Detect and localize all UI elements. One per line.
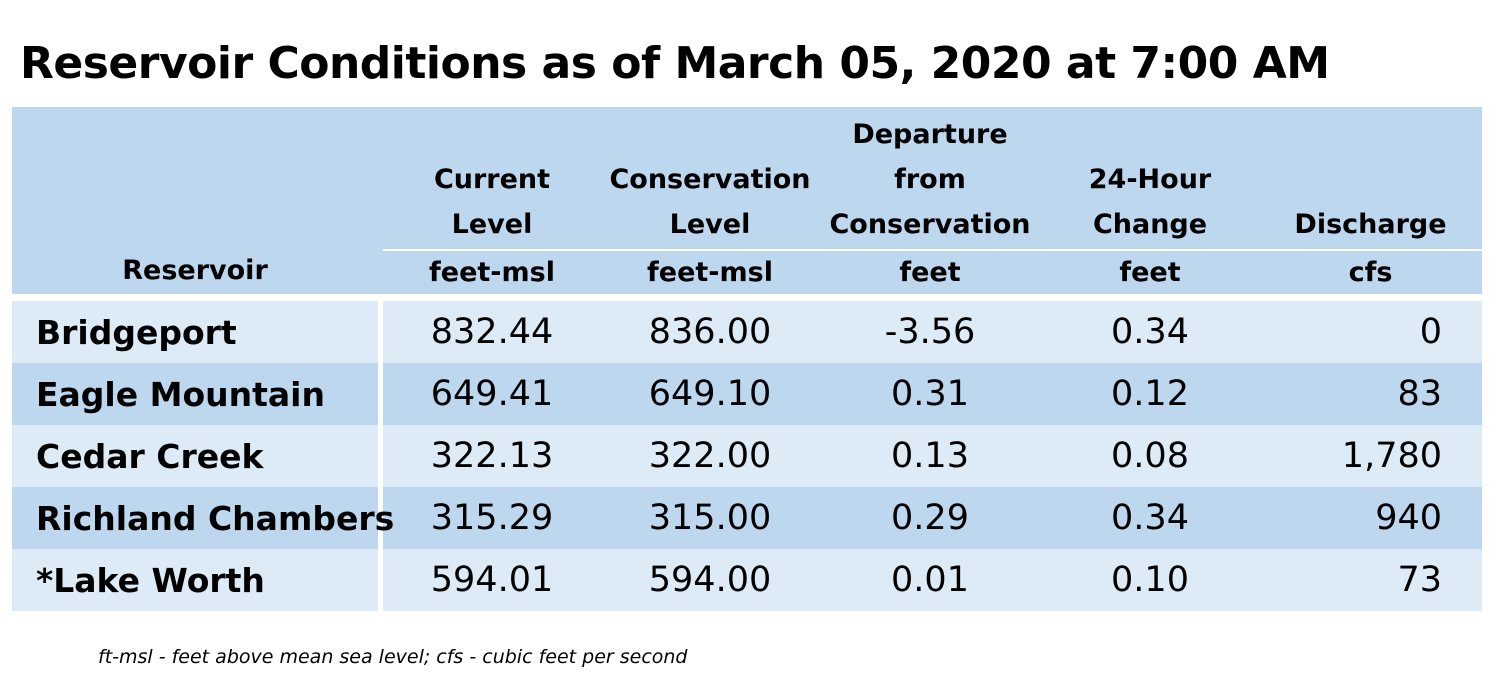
reservoir-name: Richland Chambers [12,487,394,549]
change-24h-cell: 0.12 [1041,363,1259,425]
table-row: Richland Chambers 315.29 315.00 0.29 0.3… [12,487,1482,549]
header-row-units: feet-msl feet-msl feet feet cfs [12,251,1482,294]
unit-departure: feet [819,251,1041,294]
reservoir-name: Eagle Mountain [12,363,378,425]
change-24h-cell: 0.34 [1041,487,1259,549]
column-header-24-hour-change: 24-Hour Change [1041,107,1259,249]
departure-cell: 0.29 [819,487,1041,549]
table-row: Eagle Mountain 649.41 649.10 0.31 0.12 8… [12,363,1482,425]
page-title: Reservoir Conditions as of March 05, 202… [20,38,1330,89]
header-line: Change [1092,209,1208,240]
change-24h-cell: 0.10 [1041,549,1259,611]
header-line: Current [433,164,551,195]
header-separator [378,107,383,294]
footnote: ft-msl - feet above mean sea level; cfs … [98,646,688,668]
row-separator [378,363,383,425]
header-line: Conservation [829,209,1031,240]
header-line: Conservation [609,164,811,195]
header-gap [12,294,1482,301]
header-line: 24-Hour [1088,164,1212,195]
header-divider [12,249,1482,251]
current-level-cell: 832.44 [383,301,601,363]
column-header-departure: Departure from Conservation [819,107,1041,249]
discharge-cell: 0 [1259,301,1482,363]
conservation-level-cell: 836.00 [601,301,819,363]
current-level-cell: 322.13 [383,425,601,487]
header-line: Level [669,209,751,240]
header-line: Discharge [1294,209,1447,240]
departure-cell: 0.31 [819,363,1041,425]
reservoir-name: *Lake Worth [12,549,378,611]
change-24h-cell: 0.34 [1041,301,1259,363]
row-separator [378,425,383,487]
unit-discharge: cfs [1259,251,1482,294]
discharge-cell: 83 [1259,363,1482,425]
current-level-cell: 649.41 [383,363,601,425]
conservation-level-cell: 315.00 [601,487,819,549]
reservoir-name: Cedar Creek [12,425,378,487]
reservoir-name: Bridgeport [12,301,378,363]
row-separator [378,301,383,363]
unit-current-level: feet-msl [383,251,601,294]
discharge-cell: 940 [1259,487,1482,549]
column-header-current-level: Current Level [383,107,601,249]
header-row-labels: Reservoir Current Level Conservation Lev… [12,107,1482,294]
conservation-level-cell: 594.00 [601,549,819,611]
row-separator [378,549,383,611]
unit-conservation-level: feet-msl [601,251,819,294]
unit-24-hour-change: feet [1041,251,1259,294]
column-header-conservation-level: Conservation Level [601,107,819,249]
table-row: *Lake Worth 594.01 594.00 0.01 0.10 73 [12,549,1482,611]
current-level-cell: 594.01 [383,549,601,611]
conservation-level-cell: 649.10 [601,363,819,425]
departure-cell: 0.13 [819,425,1041,487]
conservation-level-cell: 322.00 [601,425,819,487]
header-line: Departure [852,119,1008,150]
header-line: from [894,164,966,195]
column-header-discharge: Discharge [1259,107,1482,249]
discharge-cell: 73 [1259,549,1482,611]
header-line: Level [451,209,533,240]
departure-cell: 0.01 [819,549,1041,611]
reservoir-conditions-table: Reservoir Current Level Conservation Lev… [12,107,1482,611]
table-row: Cedar Creek 322.13 322.00 0.13 0.08 1,78… [12,425,1482,487]
discharge-cell: 1,780 [1259,425,1482,487]
column-header-reservoir-label: Reservoir [122,255,268,286]
departure-cell: -3.56 [819,301,1041,363]
column-header-reservoir: Reservoir [12,107,378,294]
table-row: Bridgeport 832.44 836.00 -3.56 0.34 0 [12,301,1482,363]
row-separator [378,487,383,549]
current-level-cell: 315.29 [383,487,601,549]
change-24h-cell: 0.08 [1041,425,1259,487]
